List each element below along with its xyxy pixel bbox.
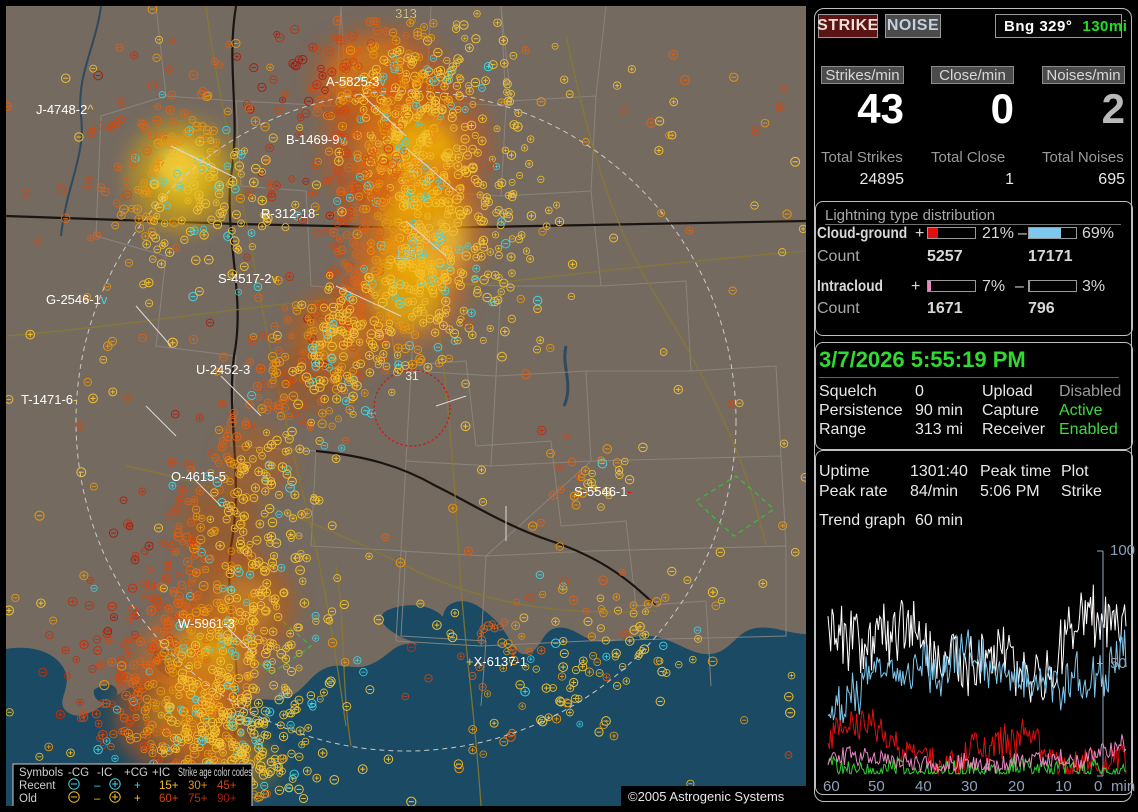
svg-text:31: 31 [405, 369, 419, 383]
svg-text:40: 40 [915, 778, 932, 795]
svg-text:+X-6137-1: +X-6137-1 [466, 654, 527, 669]
svg-text:Recent: Recent [19, 780, 56, 792]
svg-text:-IC: -IC [97, 767, 112, 779]
svg-text:W-5961-3: W-5961-3 [178, 616, 235, 631]
svg-text:O-4615-5: O-4615-5 [171, 469, 226, 484]
svg-text:Old: Old [19, 793, 37, 805]
svg-text:min: min [1111, 778, 1135, 795]
svg-text:60: 60 [823, 778, 840, 795]
svg-text:S-4517-2v: S-4517-2v [218, 271, 278, 286]
svg-text:-CG: -CG [68, 767, 89, 779]
svg-text:B-1469-9v: B-1469-9v [286, 132, 346, 147]
svg-text:+IC: +IC [152, 767, 170, 779]
svg-text:T-1471-6-: T-1471-6- [21, 392, 77, 407]
svg-text:+CG: +CG [124, 767, 148, 779]
svg-text:Symbols: Symbols [19, 767, 63, 779]
svg-text:U-2452-3: U-2452-3 [196, 362, 250, 377]
svg-text:75+: 75+ [188, 793, 208, 805]
svg-text:50: 50 [1110, 655, 1127, 672]
svg-text:+: + [134, 793, 141, 805]
svg-text:G-2546-1v: G-2546-1v [46, 292, 108, 307]
svg-text:–: – [94, 780, 101, 792]
svg-text:10: 10 [1055, 778, 1072, 795]
svg-text:313: 313 [395, 6, 417, 21]
svg-text:90+: 90+ [217, 793, 237, 805]
svg-text:50: 50 [868, 778, 885, 795]
svg-text:100: 100 [1110, 542, 1135, 559]
svg-text:15+: 15+ [159, 780, 179, 792]
svg-text:45+: 45+ [217, 780, 237, 792]
svg-text:A-5825-3v: A-5825-3v [326, 74, 386, 89]
svg-text:J-4748-2^: J-4748-2^ [36, 102, 94, 117]
svg-text:30: 30 [961, 778, 978, 795]
svg-text:–: – [94, 793, 101, 805]
svg-text:125: 125 [395, 247, 417, 262]
svg-text:+: + [134, 780, 141, 792]
svg-text:0: 0 [1094, 778, 1102, 795]
svg-text:©2005 Astrogenic Systems: ©2005 Astrogenic Systems [628, 789, 785, 804]
svg-text:R-312-18-: R-312-18- [261, 206, 320, 221]
svg-text:20: 20 [1008, 778, 1025, 795]
svg-text:Strike age color codes: Strike age color codes [178, 767, 252, 779]
svg-text:30+: 30+ [188, 780, 208, 792]
svg-text:S-5546-1-: S-5546-1- [574, 484, 632, 499]
svg-text:60+: 60+ [159, 793, 179, 805]
